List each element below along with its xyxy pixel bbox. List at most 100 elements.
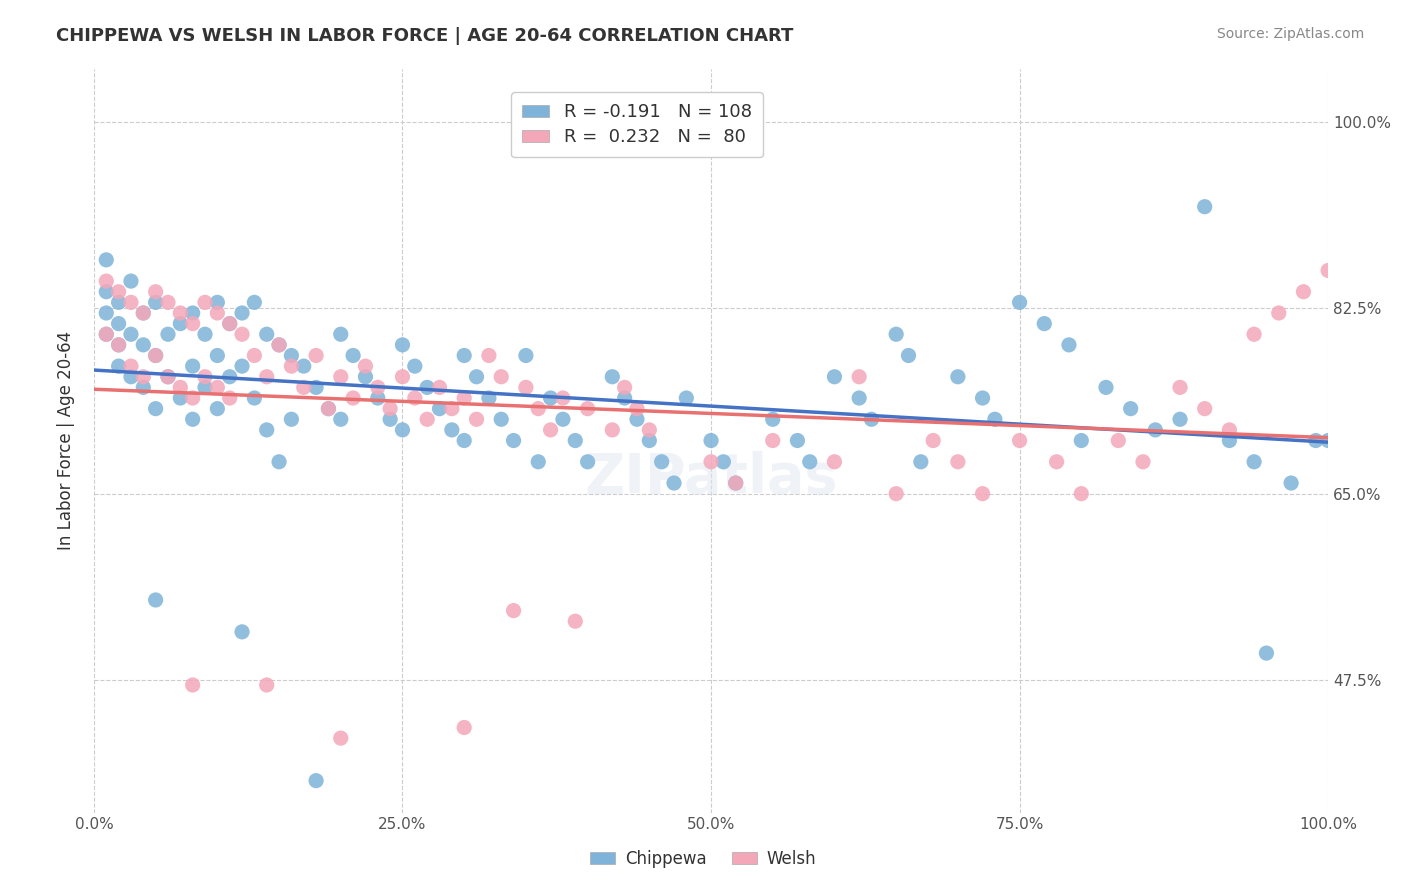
Point	[181, 678, 204, 692]
Point	[156, 295, 179, 310]
Point	[1168, 412, 1191, 426]
Point	[305, 380, 328, 394]
Point	[145, 349, 167, 363]
Point	[280, 359, 302, 373]
Point	[429, 380, 451, 394]
Point	[256, 369, 278, 384]
Point	[342, 349, 364, 363]
Point	[169, 306, 191, 320]
Point	[453, 391, 475, 405]
Point	[132, 369, 155, 384]
Point	[132, 338, 155, 352]
Point	[132, 306, 155, 320]
Point	[231, 624, 253, 639]
Point	[207, 401, 229, 416]
Point	[984, 412, 1007, 426]
Point	[724, 476, 747, 491]
Point	[478, 391, 501, 405]
Point	[638, 423, 661, 437]
Point	[145, 295, 167, 310]
Point	[194, 369, 217, 384]
Point	[540, 423, 562, 437]
Point	[626, 412, 648, 426]
Point	[318, 401, 340, 416]
Point	[404, 391, 426, 405]
Point	[1243, 455, 1265, 469]
Point	[120, 295, 142, 310]
Point	[218, 317, 240, 331]
Point	[107, 359, 129, 373]
Point	[416, 380, 439, 394]
Point	[465, 412, 488, 426]
Point	[922, 434, 945, 448]
Point	[181, 359, 204, 373]
Point	[416, 412, 439, 426]
Point	[280, 349, 302, 363]
Point	[194, 380, 217, 394]
Point	[354, 359, 377, 373]
Point	[107, 338, 129, 352]
Point	[600, 423, 623, 437]
Point	[897, 349, 920, 363]
Point	[267, 338, 290, 352]
Point	[391, 423, 413, 437]
Point	[181, 317, 204, 331]
Point	[107, 317, 129, 331]
Point	[107, 285, 129, 299]
Point	[145, 285, 167, 299]
Point	[120, 359, 142, 373]
Point	[576, 455, 599, 469]
Point	[207, 380, 229, 394]
Point	[946, 369, 969, 384]
Point	[280, 412, 302, 426]
Point	[231, 306, 253, 320]
Text: CHIPPEWA VS WELSH IN LABOR FORCE | AGE 20-64 CORRELATION CHART: CHIPPEWA VS WELSH IN LABOR FORCE | AGE 2…	[56, 27, 793, 45]
Point	[1168, 380, 1191, 394]
Point	[120, 327, 142, 342]
Point	[1256, 646, 1278, 660]
Point	[1057, 338, 1080, 352]
Point	[453, 721, 475, 735]
Point	[711, 455, 734, 469]
Point	[120, 369, 142, 384]
Point	[1008, 295, 1031, 310]
Point	[1132, 455, 1154, 469]
Point	[207, 306, 229, 320]
Point	[502, 434, 524, 448]
Point	[267, 455, 290, 469]
Point	[972, 391, 994, 405]
Point	[1119, 401, 1142, 416]
Point	[515, 380, 537, 394]
Point	[329, 327, 352, 342]
Point	[564, 614, 586, 628]
Point	[823, 369, 845, 384]
Point	[527, 455, 550, 469]
Point	[169, 391, 191, 405]
Point	[453, 434, 475, 448]
Point	[762, 434, 785, 448]
Point	[1046, 455, 1069, 469]
Point	[96, 327, 118, 342]
Point	[243, 391, 266, 405]
Point	[1194, 200, 1216, 214]
Point	[564, 434, 586, 448]
Point	[96, 327, 118, 342]
Point	[551, 391, 574, 405]
Point	[156, 369, 179, 384]
Point	[1279, 476, 1302, 491]
Point	[884, 486, 907, 500]
Point	[305, 349, 328, 363]
Point	[465, 369, 488, 384]
Point	[367, 380, 389, 394]
Point	[96, 252, 118, 267]
Point	[1218, 423, 1240, 437]
Point	[96, 285, 118, 299]
Point	[292, 359, 315, 373]
Point	[1144, 423, 1167, 437]
Point	[231, 327, 253, 342]
Point	[638, 434, 661, 448]
Point	[96, 306, 118, 320]
Point	[256, 678, 278, 692]
Point	[1008, 434, 1031, 448]
Point	[243, 349, 266, 363]
